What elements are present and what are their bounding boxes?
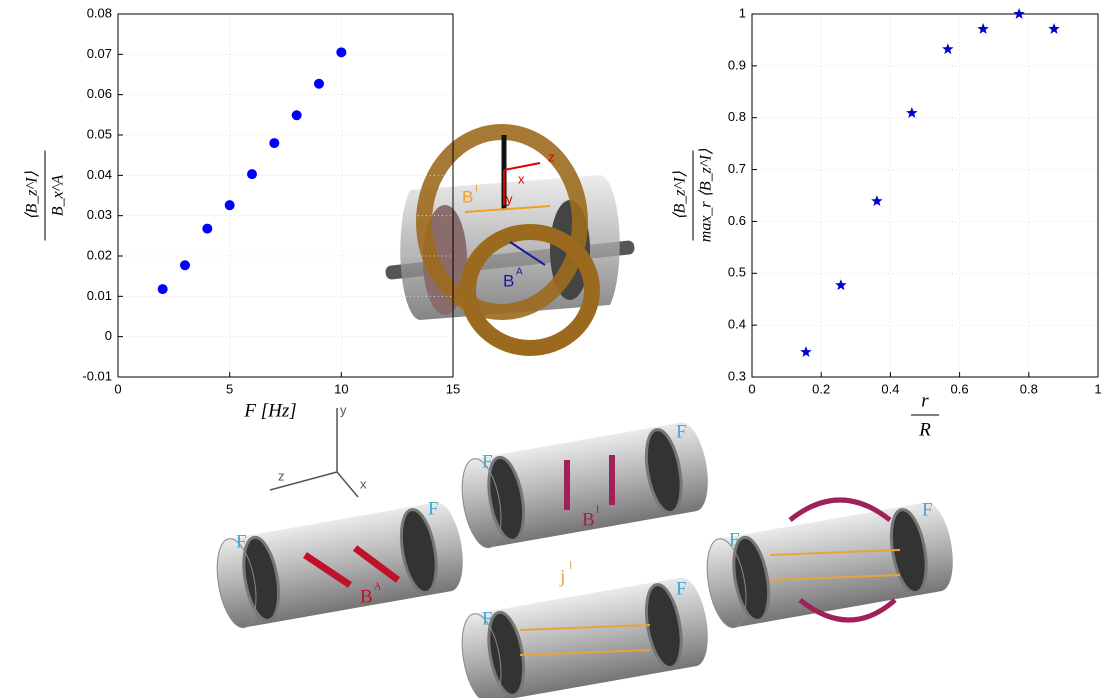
point — [158, 284, 168, 294]
point — [269, 138, 279, 148]
field-label-sup: I — [569, 560, 572, 571]
x-axis-label-numerator: r — [921, 390, 929, 411]
y-tick-label: 0.08 — [87, 5, 112, 20]
y-tick-label: 0.4 — [728, 317, 746, 332]
axis-label: z — [278, 468, 285, 483]
field-label: j — [559, 566, 565, 587]
force-label: F — [482, 608, 493, 629]
x-tick-label: 1 — [1094, 381, 1101, 396]
force-label: F — [676, 578, 687, 599]
x-tick-label: 15 — [446, 381, 460, 396]
force-label: F — [729, 529, 740, 550]
y-tick-label: 0.01 — [87, 288, 112, 303]
point — [336, 47, 346, 57]
force-label: F — [922, 499, 933, 520]
center-illustration: z x y B I B A — [385, 132, 635, 348]
field-label-sup: I — [475, 184, 478, 195]
cylinder — [701, 499, 959, 630]
x-axis-label-denominator: R — [918, 419, 931, 440]
y-tick-label: -0.01 — [82, 368, 112, 383]
y-tick-label: 0.06 — [87, 86, 112, 101]
point — [292, 110, 302, 120]
y-axis-label-denominator: max_r ⟨B_z^I⟩ — [698, 148, 715, 242]
y-tick-label: 0.9 — [728, 57, 746, 72]
field-label: B — [360, 586, 373, 607]
point — [247, 169, 257, 179]
point — [180, 260, 190, 270]
y-tick-label: 0.7 — [728, 161, 746, 176]
x-tick-label: 0 — [748, 381, 755, 396]
plot-frame — [752, 14, 1098, 377]
point — [314, 79, 324, 89]
axis-label: x — [360, 476, 367, 491]
force-label: F — [482, 451, 493, 472]
y-tick-label: 0.3 — [728, 368, 746, 383]
x-tick-label: 5 — [226, 381, 233, 396]
y-tick-label: 0.6 — [728, 213, 746, 228]
force-label: F — [676, 421, 687, 442]
y-tick-label: 0.05 — [87, 126, 112, 141]
plot-frame — [118, 14, 453, 377]
y-tick-label: 0.5 — [728, 265, 746, 280]
force-label: F — [428, 498, 439, 519]
y-tick-label: 0 — [105, 328, 112, 343]
field-label-sup: A — [516, 267, 523, 278]
point — [202, 224, 212, 234]
field-label-sup: A — [374, 581, 382, 592]
point — [977, 23, 988, 34]
x-tick-label: 0.6 — [951, 381, 969, 396]
field-label-sup: I — [596, 504, 599, 515]
axis-label: x — [518, 171, 525, 186]
field-label: B — [582, 509, 595, 530]
y-axis-label-denominator: B_x^A — [50, 175, 67, 217]
point — [942, 43, 953, 54]
field-label: B — [503, 271, 514, 290]
y-tick-label: 0.04 — [87, 167, 112, 182]
y-axis-label-numerator: ⟨B_z^I⟩ — [672, 170, 689, 219]
arrow — [504, 163, 540, 170]
point — [871, 195, 882, 206]
x-tick-label: 0.4 — [881, 381, 899, 396]
y-axis-label-numerator: ⟨B_z^I⟩ — [24, 170, 41, 219]
y-tick-label: 1 — [739, 5, 746, 20]
field-label: B — [462, 187, 473, 206]
y-tick-label: 0.8 — [728, 109, 746, 124]
x-tick-label: 0.2 — [812, 381, 830, 396]
x-tick-label: 0.8 — [1020, 381, 1038, 396]
point — [225, 200, 235, 210]
point — [800, 346, 811, 357]
point — [835, 279, 846, 290]
axis-label: y — [340, 402, 347, 417]
y-tick-label: 0.02 — [87, 247, 112, 262]
force-label: F — [236, 531, 247, 552]
figure: z x y B I B A z x y F F B A F F B I F F — [0, 0, 1101, 698]
axis-line — [337, 472, 358, 497]
y-tick-label: 0.03 — [87, 207, 112, 222]
point — [1013, 8, 1024, 19]
y-axis-label: ⟨B_z^I⟩ B_x^A — [24, 151, 67, 241]
axis-label: z — [548, 149, 555, 164]
x-tick-label: 0 — [114, 381, 121, 396]
point — [1048, 23, 1059, 34]
y-axis-label: ⟨B_z^I⟩ max_r ⟨B_z^I⟩ — [672, 148, 715, 242]
x-tick-label: 10 — [334, 381, 348, 396]
point — [906, 107, 917, 118]
x-axis-label: F [Hz] — [243, 400, 296, 421]
axis-label: y — [506, 191, 513, 206]
y-tick-label: 0.07 — [87, 46, 112, 61]
